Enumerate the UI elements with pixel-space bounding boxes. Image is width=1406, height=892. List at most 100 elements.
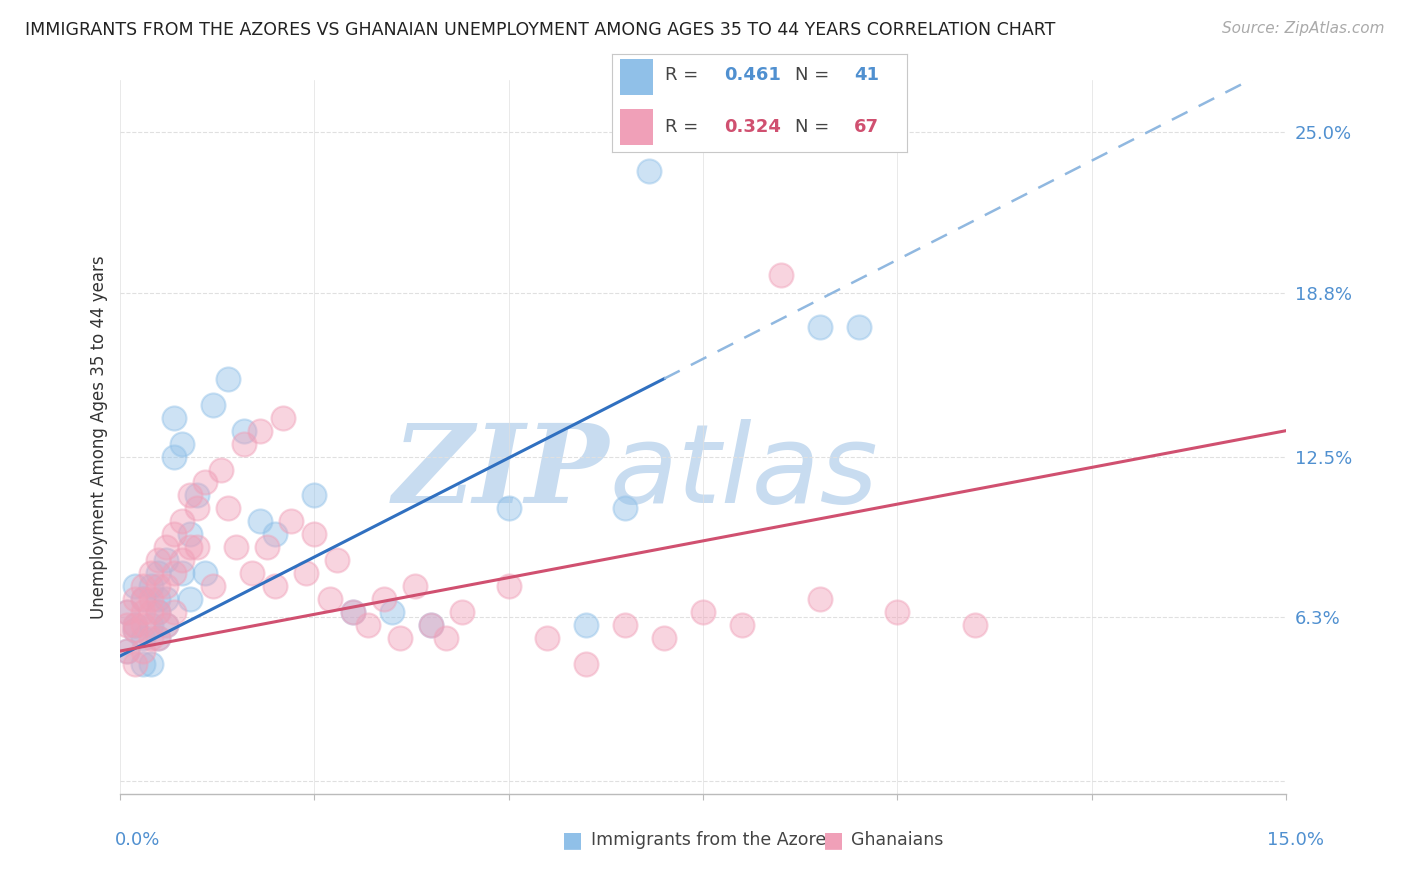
Point bbox=[124, 618, 146, 632]
Point bbox=[163, 450, 186, 464]
Point bbox=[201, 398, 224, 412]
Text: 0.461: 0.461 bbox=[724, 66, 780, 84]
Point bbox=[186, 501, 208, 516]
Point bbox=[117, 644, 139, 658]
Point bbox=[148, 553, 170, 567]
Point bbox=[194, 566, 217, 581]
Text: 0.324: 0.324 bbox=[724, 118, 780, 136]
Point bbox=[117, 644, 139, 658]
Point bbox=[295, 566, 318, 581]
Point bbox=[170, 566, 193, 581]
Point bbox=[731, 618, 754, 632]
Point bbox=[280, 515, 302, 529]
Point bbox=[124, 624, 146, 638]
Point bbox=[155, 618, 177, 632]
Text: N =: N = bbox=[794, 118, 835, 136]
Point bbox=[186, 541, 208, 555]
Text: 15.0%: 15.0% bbox=[1267, 831, 1324, 849]
Text: ■: ■ bbox=[562, 830, 583, 850]
Point bbox=[148, 631, 170, 645]
Point bbox=[132, 631, 155, 645]
Point bbox=[139, 605, 162, 619]
Point bbox=[163, 410, 186, 425]
Point bbox=[419, 618, 441, 632]
Point bbox=[163, 566, 186, 581]
Point bbox=[148, 566, 170, 581]
Point bbox=[434, 631, 457, 645]
Point bbox=[614, 501, 637, 516]
Point bbox=[848, 319, 870, 334]
Point bbox=[117, 605, 139, 619]
Point bbox=[148, 631, 170, 645]
Point bbox=[139, 618, 162, 632]
Point bbox=[124, 657, 146, 672]
Point bbox=[637, 164, 659, 178]
Point bbox=[132, 592, 155, 607]
Point bbox=[769, 268, 792, 282]
Point bbox=[124, 592, 146, 607]
Point bbox=[249, 424, 271, 438]
Point bbox=[124, 579, 146, 593]
Point bbox=[139, 631, 162, 645]
Text: R =: R = bbox=[665, 66, 704, 84]
Text: ZIP: ZIP bbox=[394, 419, 610, 526]
Text: atlas: atlas bbox=[610, 419, 879, 526]
Point bbox=[132, 618, 155, 632]
Point bbox=[302, 488, 325, 502]
Point bbox=[117, 605, 139, 619]
Point bbox=[155, 579, 177, 593]
Y-axis label: Unemployment Among Ages 35 to 44 years: Unemployment Among Ages 35 to 44 years bbox=[90, 255, 108, 619]
Point bbox=[342, 605, 364, 619]
Point bbox=[132, 579, 155, 593]
Point bbox=[450, 605, 472, 619]
Text: R =: R = bbox=[665, 118, 704, 136]
Point bbox=[124, 618, 146, 632]
Point bbox=[139, 566, 162, 581]
Point bbox=[965, 618, 987, 632]
Point bbox=[132, 657, 155, 672]
Point bbox=[264, 527, 287, 541]
Point bbox=[256, 541, 278, 555]
Text: ■: ■ bbox=[823, 830, 844, 850]
Point bbox=[179, 527, 201, 541]
Point bbox=[886, 605, 908, 619]
Point bbox=[808, 592, 831, 607]
Point bbox=[217, 501, 239, 516]
Point bbox=[170, 436, 193, 450]
Point bbox=[692, 605, 714, 619]
Point bbox=[302, 527, 325, 541]
Point bbox=[163, 527, 186, 541]
Point bbox=[614, 618, 637, 632]
Point bbox=[170, 553, 193, 567]
Point bbox=[373, 592, 395, 607]
Point bbox=[357, 618, 380, 632]
Text: IMMIGRANTS FROM THE AZORES VS GHANAIAN UNEMPLOYMENT AMONG AGES 35 TO 44 YEARS CO: IMMIGRANTS FROM THE AZORES VS GHANAIAN U… bbox=[25, 21, 1056, 39]
Point bbox=[148, 605, 170, 619]
Point bbox=[124, 624, 146, 638]
Point bbox=[536, 631, 558, 645]
Text: 67: 67 bbox=[853, 118, 879, 136]
Point bbox=[209, 462, 232, 476]
Text: 41: 41 bbox=[853, 66, 879, 84]
Point bbox=[139, 592, 162, 607]
Point bbox=[117, 618, 139, 632]
Point bbox=[318, 592, 340, 607]
Point bbox=[498, 579, 520, 593]
Point bbox=[132, 605, 155, 619]
Point bbox=[264, 579, 287, 593]
Point bbox=[388, 631, 411, 645]
Point bbox=[498, 501, 520, 516]
Point bbox=[148, 579, 170, 593]
Point bbox=[194, 475, 217, 490]
Text: N =: N = bbox=[794, 66, 835, 84]
Point bbox=[249, 515, 271, 529]
Point bbox=[155, 541, 177, 555]
Point bbox=[139, 657, 162, 672]
Point bbox=[132, 592, 155, 607]
Point bbox=[271, 410, 294, 425]
Point bbox=[139, 579, 162, 593]
FancyBboxPatch shape bbox=[620, 110, 652, 145]
Point bbox=[652, 631, 675, 645]
Point bbox=[217, 372, 239, 386]
Point bbox=[240, 566, 263, 581]
